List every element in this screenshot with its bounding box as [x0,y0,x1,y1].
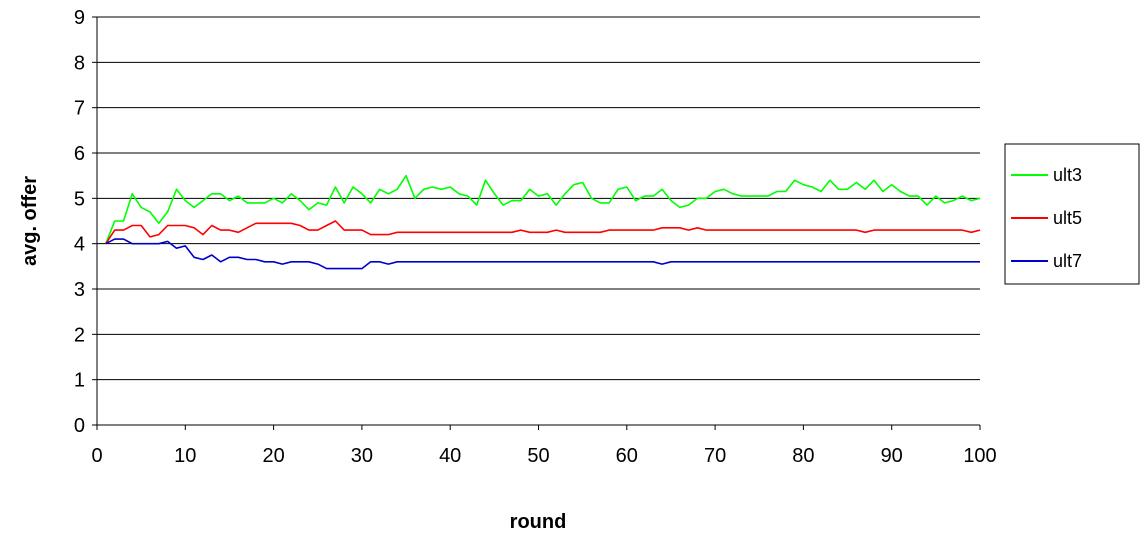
legend-label-ult3: ult3 [1053,165,1082,185]
x-tick-label-30: 30 [351,445,373,467]
axes [96,17,980,426]
x-tick-label-40: 40 [439,445,461,467]
x-tick-label-70: 70 [704,445,726,467]
y-tick-label-5: 5 [74,188,85,210]
y-tick-label-8: 8 [74,52,85,74]
x-tick-label-0: 0 [91,445,102,467]
y-tick-label-7: 7 [74,98,85,120]
y-tick-label-4: 4 [74,234,85,256]
y-tick-labels: 0 1 2 3 4 5 6 7 8 9 [74,7,97,437]
y-tick-label-1: 1 [74,370,85,392]
series-lines [105,174,981,270]
x-tick-label-20: 20 [262,445,284,467]
x-tick-label-100: 100 [963,445,996,467]
legend-label-ult7: ult7 [1053,251,1082,271]
series-line-ult5 [105,220,981,245]
x-tick-labels: 0 10 20 30 40 50 60 70 80 90 100 [91,425,997,467]
legend: ult3 ult5 ult7 [1004,143,1140,285]
y-tick-label-3: 3 [74,279,85,301]
x-tick-label-50: 50 [527,445,549,467]
y-tick-label-6: 6 [74,143,85,165]
x-tick-label-10: 10 [174,445,196,467]
series-line-ult7 [105,238,980,270]
y-axis-title: avg. offer [19,176,41,266]
y-tick-label-2: 2 [74,324,85,346]
y-tick-label-0: 0 [74,415,85,437]
y-tick-label-9: 9 [74,7,85,29]
x-tick-label-90: 90 [881,445,903,467]
x-axis-title: round [510,511,567,533]
x-tick-label-80: 80 [792,445,814,467]
legend-label-ult5: ult5 [1053,208,1082,228]
series-line-ult3 [105,174,981,244]
gridlines [97,16,980,381]
x-tick-label-60: 60 [616,445,638,467]
